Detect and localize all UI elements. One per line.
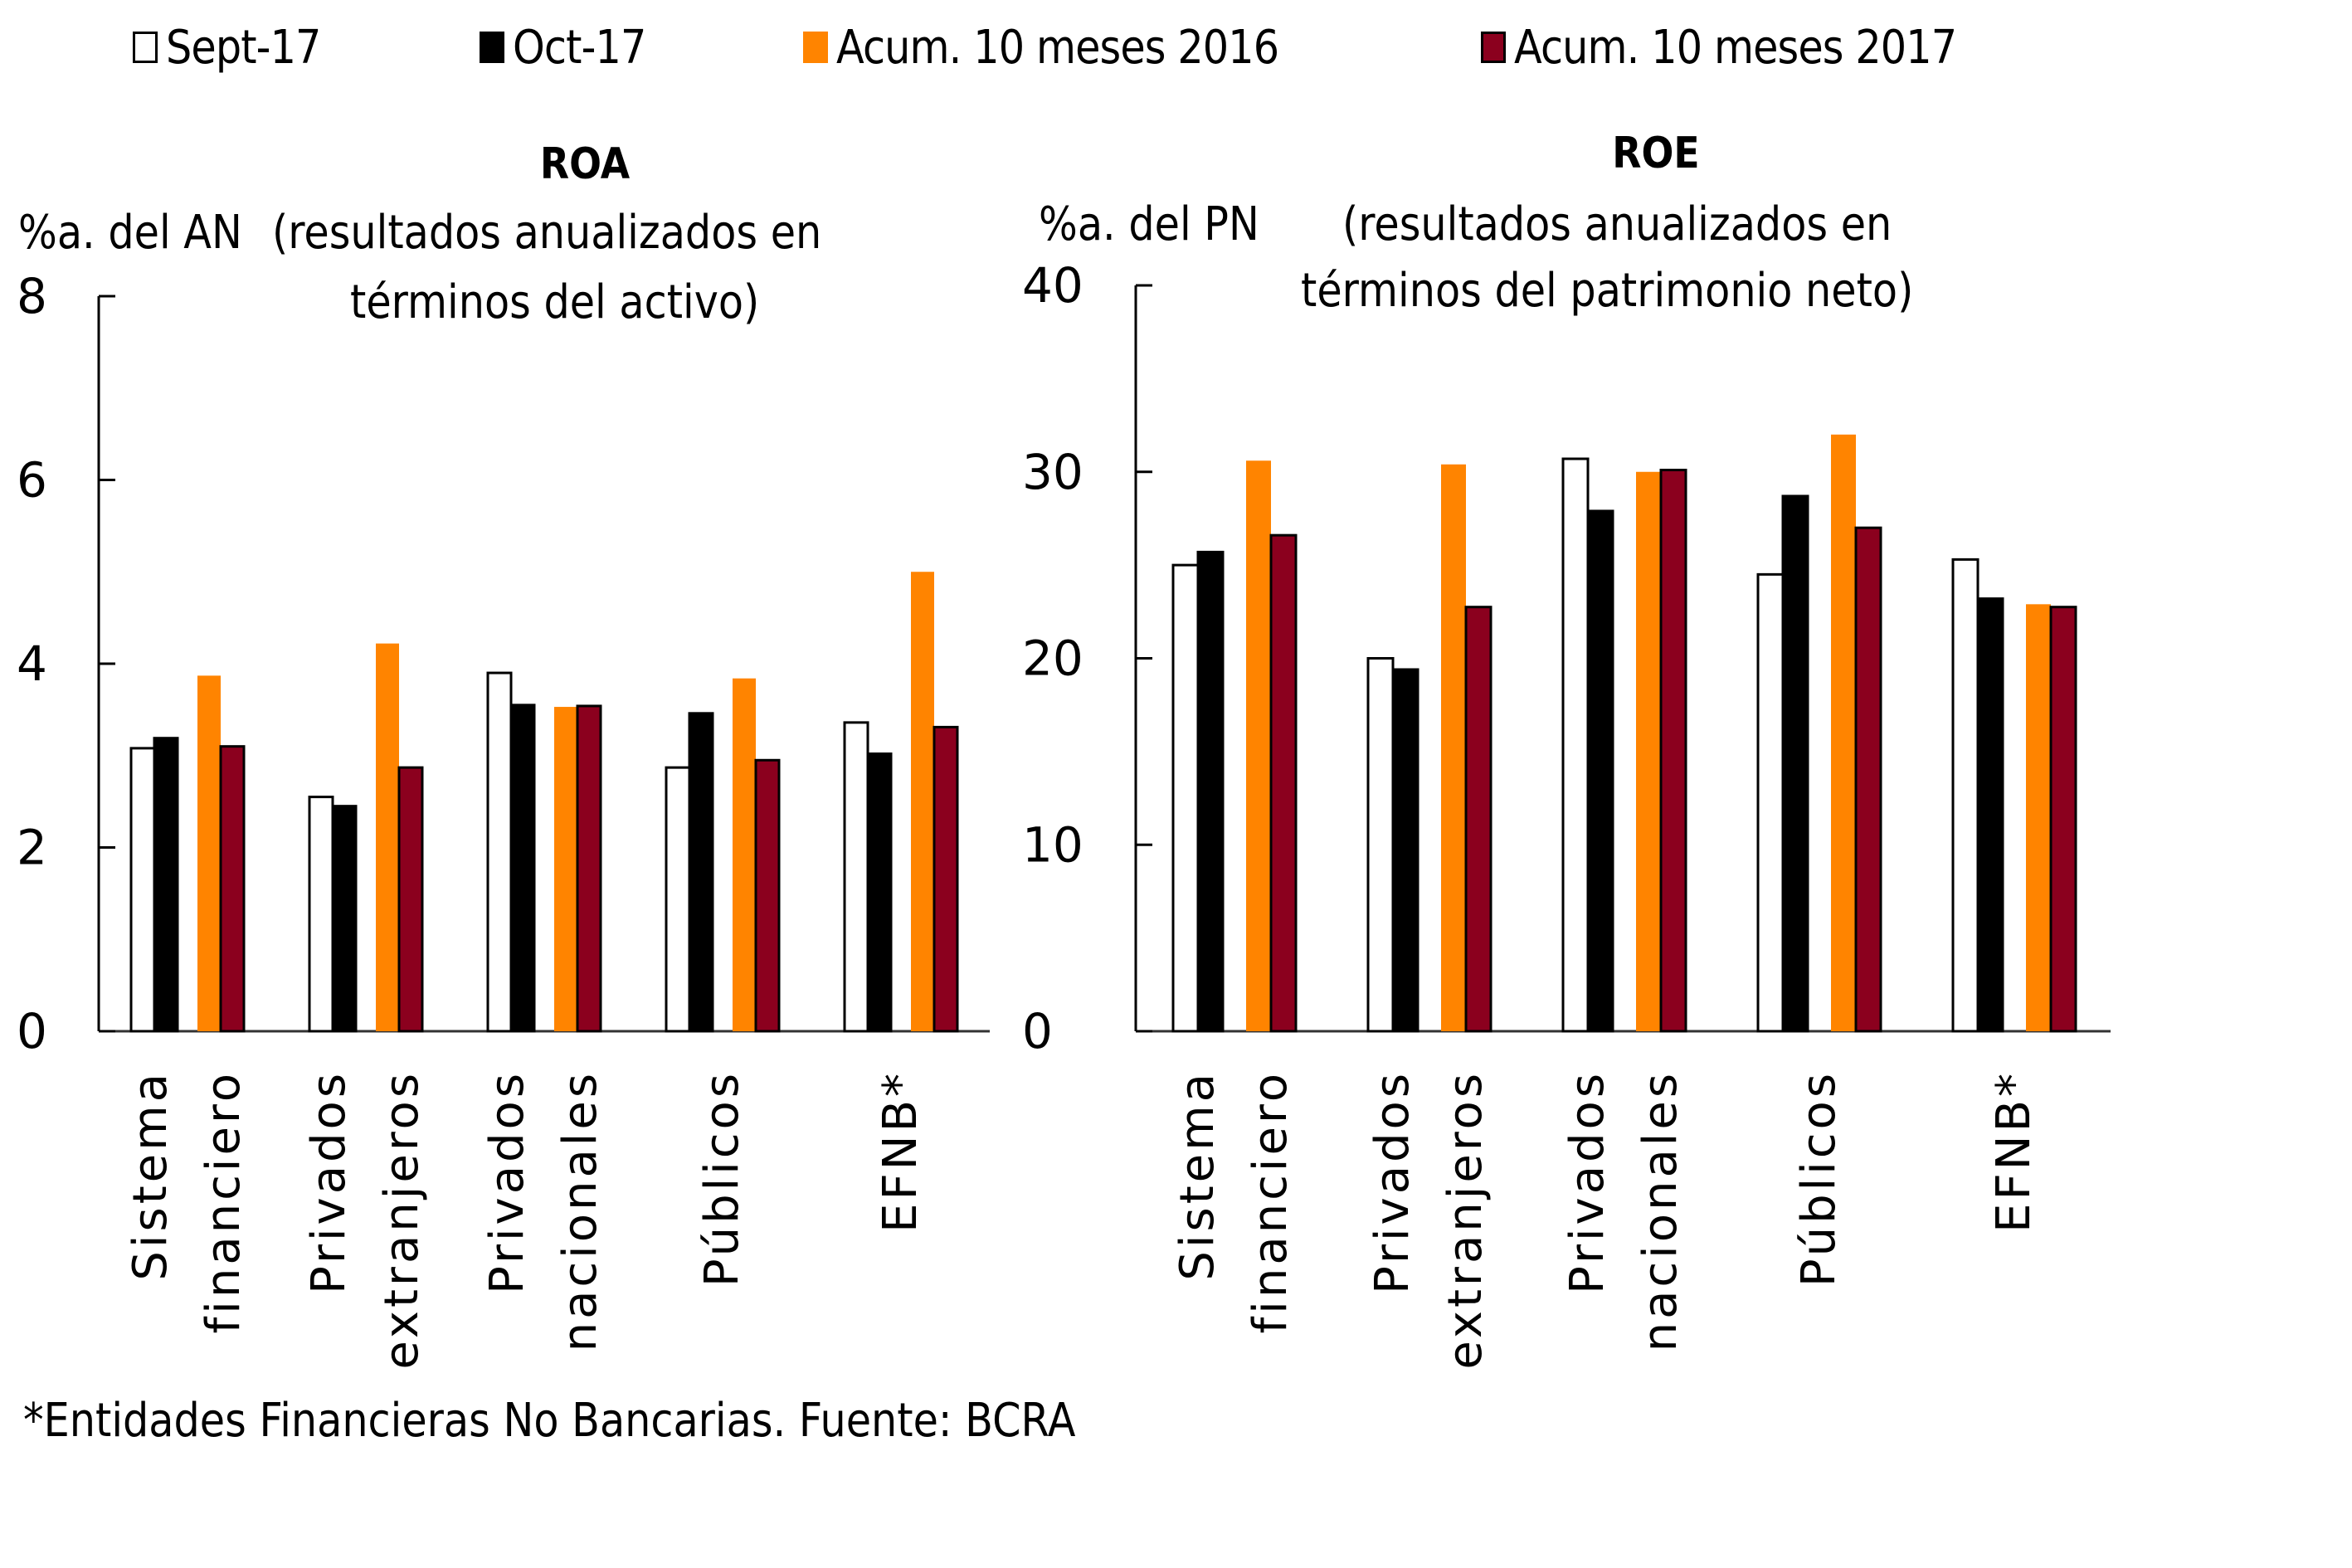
roe-bar-sept-17 <box>1171 563 1200 1033</box>
roe-category-label: Sistema <box>1171 1070 1225 1281</box>
roe-bar-acum-10-meses-2017 <box>1269 533 1298 1033</box>
roa-category-label: Públicos <box>695 1070 749 1287</box>
roa-category-label: extranjeros <box>375 1070 429 1370</box>
roa-category-label: nacionales <box>553 1070 607 1351</box>
roe-bar-oct-17 <box>1196 550 1225 1033</box>
legend-label: Acum. 10 meses 2017 <box>1514 20 1957 75</box>
roe-y-tick-label: 20 <box>1022 631 1083 687</box>
roa-title: ROA <box>539 139 631 189</box>
roe-bar-sept-17 <box>1366 657 1395 1033</box>
roa-category-label: Privados <box>302 1070 356 1294</box>
roa-bar-acum-10-meses-2017 <box>754 758 781 1033</box>
roa-bar-oct-17 <box>509 704 536 1033</box>
roe-category-label: extranjeros <box>1439 1070 1493 1370</box>
roa-bar-acum-10-meses-2016 <box>197 675 221 1031</box>
legend-swatch-sept-17 <box>133 32 158 63</box>
roa-bar-acum-10-meses-2017 <box>219 745 246 1033</box>
roe-category-label: Privados <box>1561 1070 1614 1294</box>
legend-label: Oct-17 <box>513 20 646 75</box>
roa-bar-sept-17 <box>129 747 156 1033</box>
roa-bar-acum-10-meses-2016 <box>733 678 756 1031</box>
legend-label: Sept-17 <box>166 20 321 75</box>
roa-bar-sept-17 <box>665 766 691 1033</box>
roa-bar-acum-10-meses-2016 <box>376 643 399 1031</box>
roe-category-label: EFNB* <box>1987 1070 2041 1233</box>
roa-subtitle-line1: (resultados anualizados en <box>272 206 822 260</box>
roa-bar-sept-17 <box>843 721 869 1033</box>
roe-bar-acum-10-meses-2017 <box>1854 526 1882 1033</box>
roa-y-tick-label: 8 <box>17 268 47 324</box>
legend-label: Acum. 10 meses 2016 <box>836 20 1279 75</box>
roe-category-label: financiero <box>1244 1070 1298 1333</box>
roe-bar-oct-17 <box>1976 597 2004 1033</box>
roe-bar-acum-10-meses-2016 <box>1246 460 1271 1031</box>
roe-subtitle-line2: términos del patrimonio neto) <box>1301 264 1914 318</box>
roe-category-label: Públicos <box>1792 1070 1846 1287</box>
roe-bar-acum-10-meses-2017 <box>1464 606 1493 1033</box>
roe-bar-acum-10-meses-2017 <box>2049 606 2077 1033</box>
roe-bar-acum-10-meses-2016 <box>1441 464 1466 1031</box>
roa-bar-oct-17 <box>688 712 714 1033</box>
roa-ylabel: %a. del AN <box>18 206 242 260</box>
roa-category-label: Sistema <box>124 1070 178 1281</box>
legend-item-acum-2017: Acum. 10 meses 2017 <box>1481 18 2017 76</box>
roe-y-tick-label: 0 <box>1022 1003 1053 1059</box>
roa-category-label: Privados <box>480 1070 534 1294</box>
legend-swatch-acum-2016 <box>803 32 828 63</box>
roe-y-tick-label: 30 <box>1022 444 1083 500</box>
roe-bar-sept-17 <box>1561 457 1590 1033</box>
roe-category-label: Privados <box>1366 1070 1419 1294</box>
roa-bar-sept-17 <box>486 671 513 1033</box>
roa-y-tick-label: 2 <box>17 820 47 876</box>
roa-bar-acum-10-meses-2017 <box>933 725 959 1033</box>
roe-y-tick-label: 40 <box>1022 257 1083 314</box>
roa-bar-oct-17 <box>331 805 358 1033</box>
roa-y-tick-label: 6 <box>17 452 47 509</box>
roe-bar-acum-10-meses-2017 <box>1659 469 1687 1033</box>
legend-item-oct-17: Oct-17 <box>480 18 664 76</box>
roe-y-tick-label: 10 <box>1022 816 1083 873</box>
roa-y-tick-label: 0 <box>17 1003 47 1059</box>
roe-ylabel: %a. del PN <box>1039 197 1259 251</box>
footnote: *Entidades Financieras No Bancarias. Fue… <box>23 1394 1076 1448</box>
roe-category-label: nacionales <box>1634 1070 1687 1351</box>
roe-bar-acum-10-meses-2016 <box>1636 471 1661 1031</box>
roa-subtitle-line2: términos del activo) <box>350 275 760 329</box>
roa-category-label: financiero <box>197 1070 251 1333</box>
roa-category-label: EFNB* <box>874 1070 928 1233</box>
roe-bar-oct-17 <box>1781 494 1809 1033</box>
roa-y-tick-label: 4 <box>17 635 47 692</box>
roe-bar-sept-17 <box>1756 572 1785 1033</box>
roa-bar-oct-17 <box>866 752 893 1033</box>
roe-bar-sept-17 <box>1951 558 1979 1033</box>
roe-bar-acum-10-meses-2016 <box>1831 434 1856 1031</box>
roe-bar-oct-17 <box>1391 668 1419 1033</box>
roe-bar-acum-10-meses-2016 <box>2026 604 2051 1031</box>
legend-item-sept-17: Sept-17 <box>133 18 342 76</box>
legend-swatch-acum-2017 <box>1481 32 1506 63</box>
legend-swatch-oct-17 <box>480 32 504 63</box>
roa-bar-acum-10-meses-2016 <box>554 707 577 1031</box>
roe-title: ROE <box>1612 129 1700 178</box>
roe-bar-oct-17 <box>1586 509 1614 1033</box>
legend-item-acum-2016: Acum. 10 meses 2016 <box>803 18 1339 76</box>
roa-bar-acum-10-meses-2017 <box>576 704 602 1033</box>
roa-bar-oct-17 <box>153 737 179 1033</box>
roe-subtitle-line1: (resultados anualizados en <box>1342 197 1892 251</box>
roa-bar-acum-10-meses-2017 <box>397 766 424 1033</box>
roa-bar-sept-17 <box>308 796 334 1033</box>
roa-bar-acum-10-meses-2016 <box>911 572 934 1031</box>
chart-legend: Sept-17 Oct-17 Acum. 10 meses 2016 Acum.… <box>133 18 2290 76</box>
